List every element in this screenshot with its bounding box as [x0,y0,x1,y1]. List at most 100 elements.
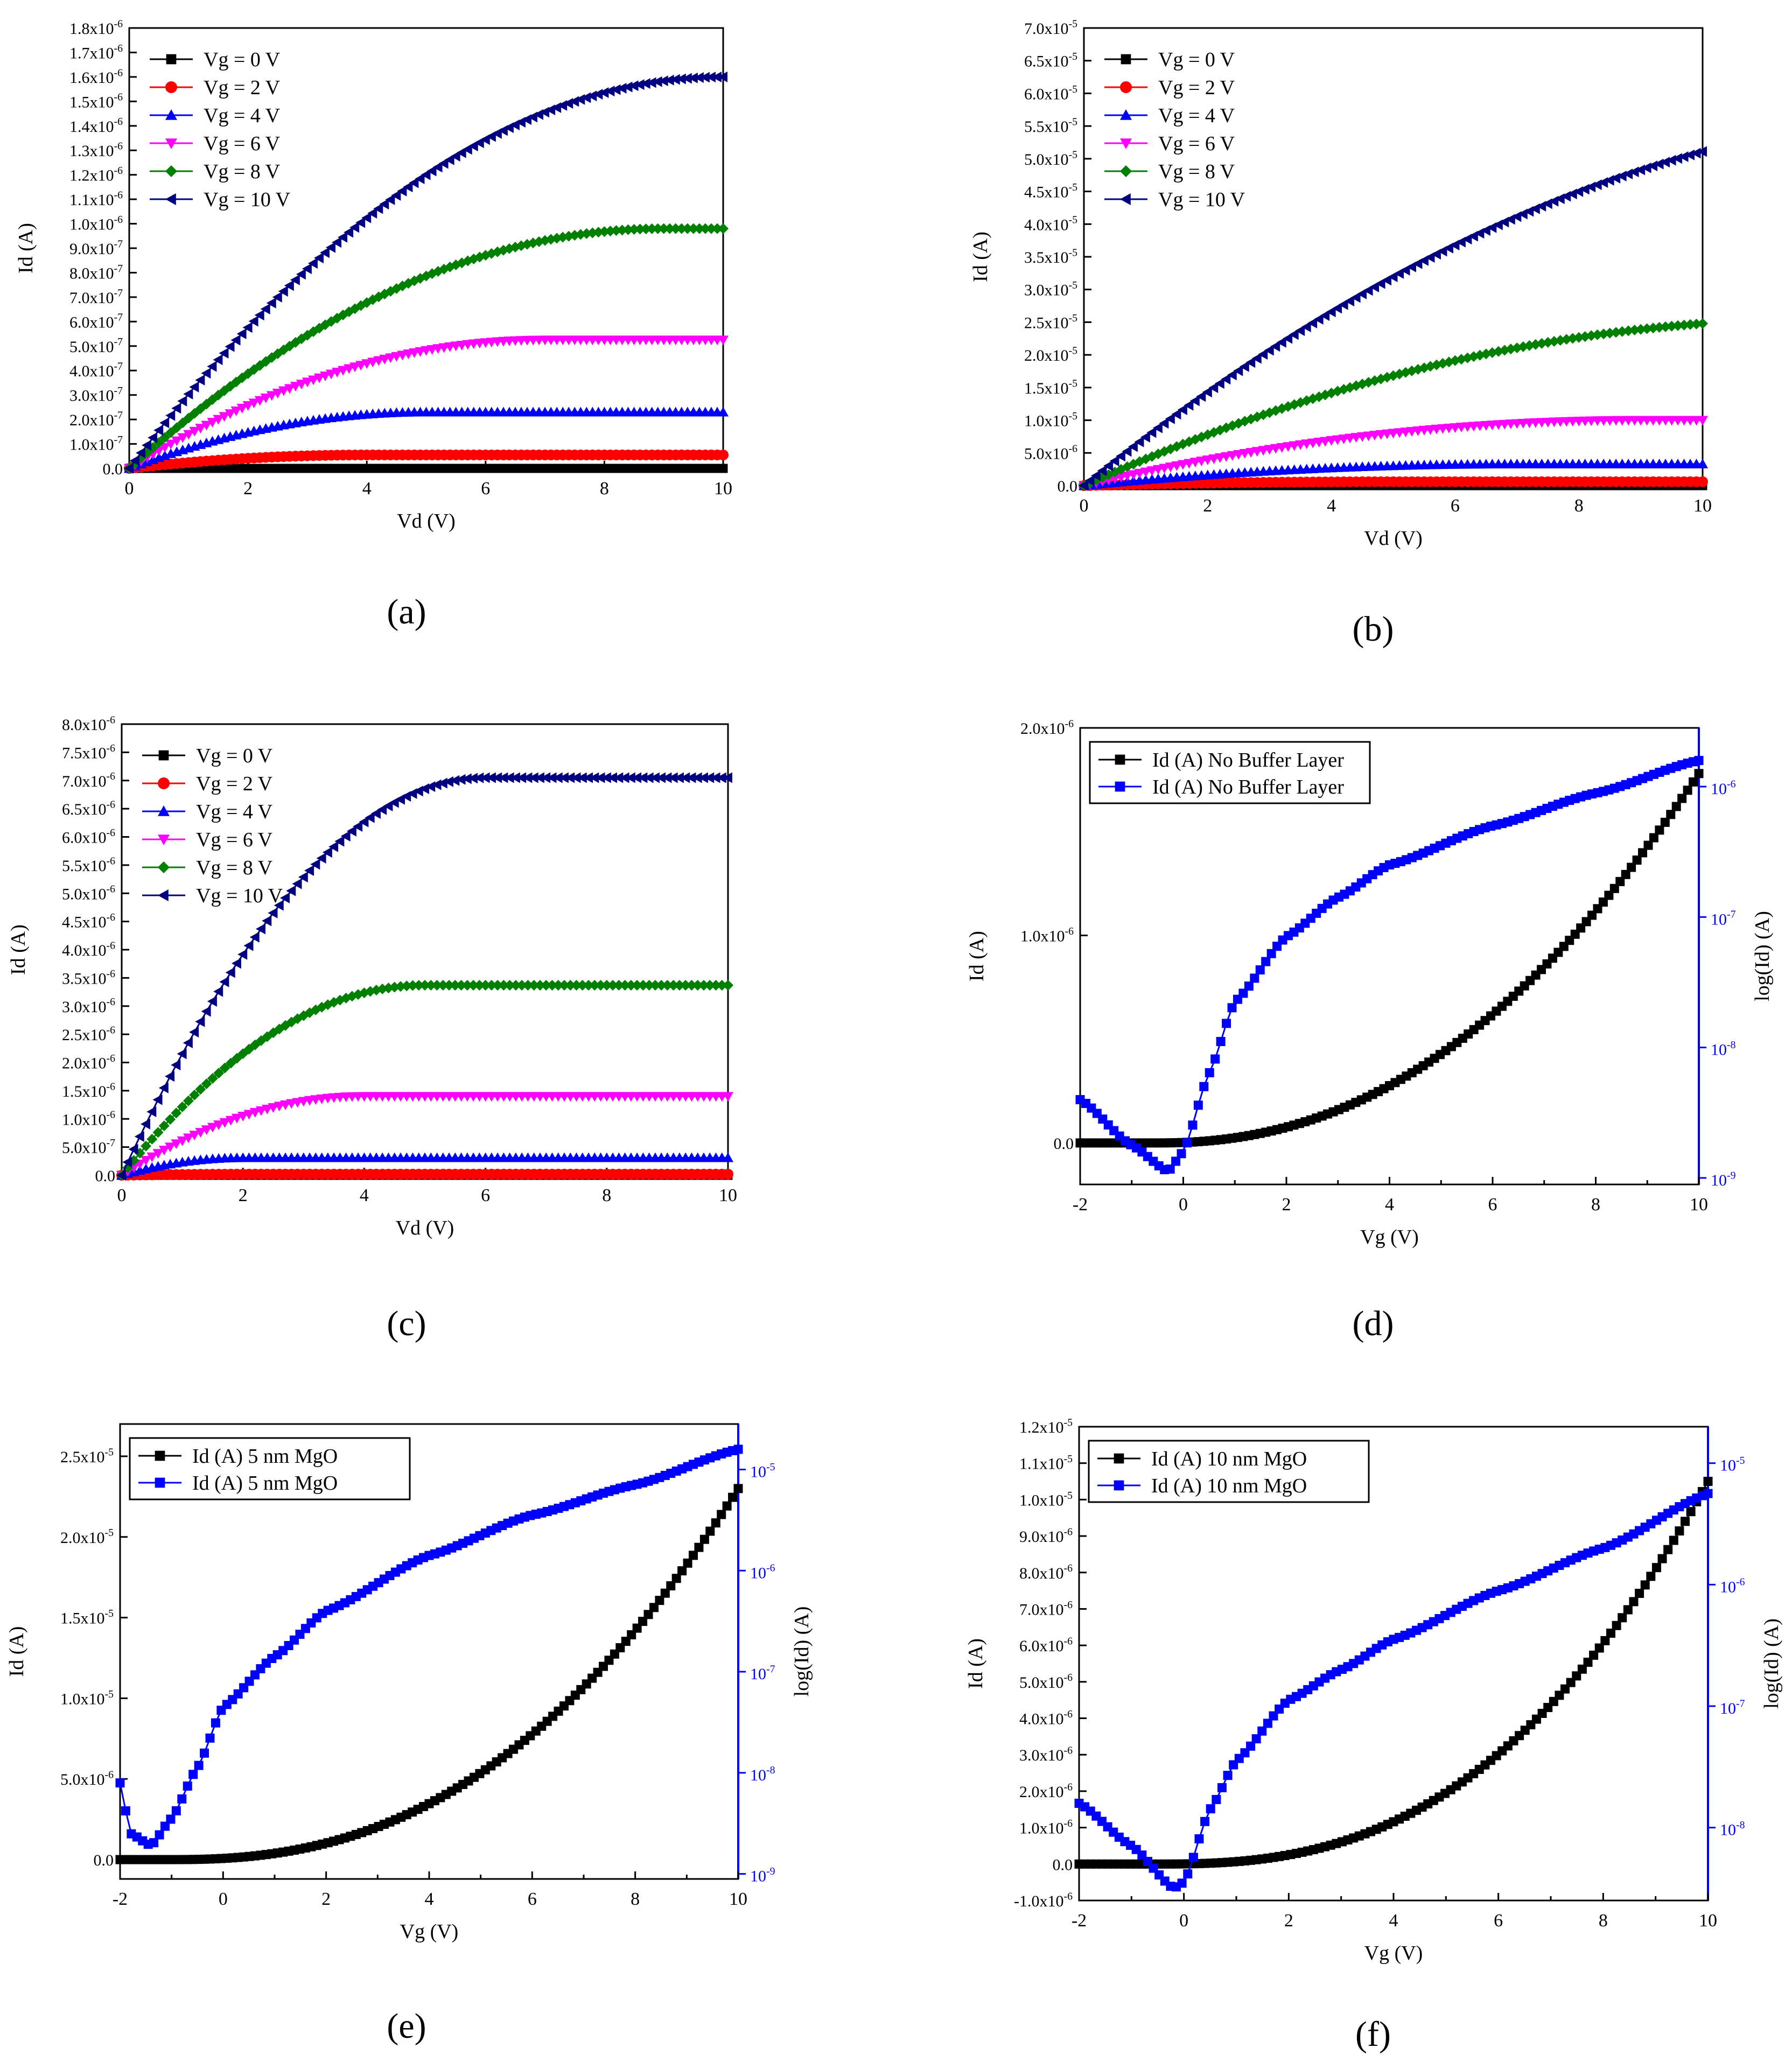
data-point [426,165,437,177]
data-point [1660,817,1670,827]
data-point [344,227,354,238]
data-point [638,772,648,783]
series-vg-2-v [124,450,729,474]
legend-marker [1121,54,1131,65]
data-point [284,280,294,291]
legend-label: Vg = 0 V [196,745,273,767]
data-point [1672,320,1684,331]
y-right-tick-label: 10-7 [1720,1698,1745,1717]
data-point [165,1071,175,1082]
legend-label: Vg = 0 V [1158,48,1235,71]
data-point [141,1140,152,1152]
series-vg-6-v [116,1092,733,1181]
data-point [668,979,679,991]
data-point [680,772,690,783]
data-point [344,364,355,374]
legend-marker [158,777,170,789]
data-point [236,328,247,339]
data-point [1609,883,1619,893]
data-point [213,1120,225,1131]
data-point [213,415,224,425]
series-vg-2-v [116,1168,733,1181]
data-point [444,154,454,165]
data-point [461,773,472,784]
data-point [628,224,640,235]
data-point [313,253,324,264]
data-point [601,772,611,783]
x-tick-label: 0 [1179,1911,1188,1931]
data-point [207,995,217,1007]
data-point [207,418,218,428]
data-point [611,225,622,236]
data-point [1134,436,1144,447]
data-point [699,72,710,83]
data-point [1618,1613,1627,1623]
data-point [1646,1572,1656,1581]
data-point [158,1146,170,1156]
data-point [622,224,634,235]
data-point [1115,451,1125,462]
data-point [1589,1650,1599,1660]
data-point [236,404,248,414]
series-line [119,1448,739,1846]
data-point [670,223,681,234]
data-point [605,226,616,237]
data-point [1666,810,1676,819]
panel-f: -2 0 2 4 6 8 10 -1.0x10-6 0.0 1.0x10-6 2.0x10-6 3.0… [964,1416,1783,1965]
x-tick-label: 0 [219,1889,228,1909]
data-point [313,373,325,383]
data-point [1671,802,1681,811]
y-tick-label: 5.0x10-6 [60,1769,114,1789]
data-point [1140,467,1151,478]
data-point [205,1733,215,1743]
data-point [1697,476,1708,487]
data-point [177,1794,187,1804]
y-right-axis-title: log(Id) (A) [1751,911,1774,1001]
y-tick-label: 9.0x10-6 [1019,1526,1073,1546]
data-point [718,406,729,417]
data-point [1295,325,1305,336]
y-tick-label: 6.0x10-6 [1019,1636,1073,1656]
data-point [1678,319,1690,331]
data-point [480,979,491,991]
y-tick-label: 1.2x10-5 [1019,1416,1073,1436]
data-point [1635,1589,1644,1598]
data-point [290,382,301,392]
data-point [1326,306,1336,318]
data-point [1611,327,1622,338]
data-point [268,1103,279,1113]
panel-caption-e: (e) [387,2007,426,2046]
legend-label: Vg = 10 V [1158,188,1245,211]
series-group [1075,756,1704,1175]
data-point [522,772,533,783]
data-point [486,979,497,991]
data-point [1627,862,1636,872]
series-vg-6-v [124,335,729,474]
data-point [284,384,295,394]
legend-label: Id (A) 5 nm MgO [192,1472,338,1495]
legend-label: Vg = 4 V [196,801,273,823]
data-point [1128,441,1138,452]
y-tick-label: 4.0x10-7 [69,361,123,381]
data-point [152,1127,164,1138]
data-point [1199,1082,1209,1091]
data-point [219,1062,230,1074]
data-point [1227,369,1237,381]
x-tick-label: 6 [1488,1195,1497,1215]
y-tick-label: 5.5x10-5 [1024,116,1077,136]
x-axis-title: Vd (V) [396,1217,454,1239]
data-point [1251,447,1263,457]
y-tick-label: 2.0x10-5 [1024,345,1077,365]
data-point [171,436,183,446]
data-point [668,772,678,783]
legend-marker [158,805,170,816]
data-point [723,979,733,991]
data-point [160,1821,170,1831]
data-point [310,859,320,870]
data-point [1594,1643,1604,1653]
y-tick-label: 4.5x10-6 [62,911,115,931]
y-tick-label: 6.0x10-5 [1024,83,1077,103]
data-point [593,88,603,100]
data-point [296,269,306,280]
legend-box [1088,1440,1370,1503]
